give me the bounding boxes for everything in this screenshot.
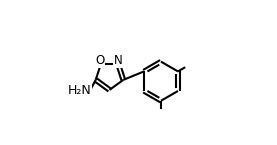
Text: N: N bbox=[114, 54, 123, 67]
Text: H₂N: H₂N bbox=[68, 84, 91, 97]
Text: O: O bbox=[96, 54, 105, 67]
